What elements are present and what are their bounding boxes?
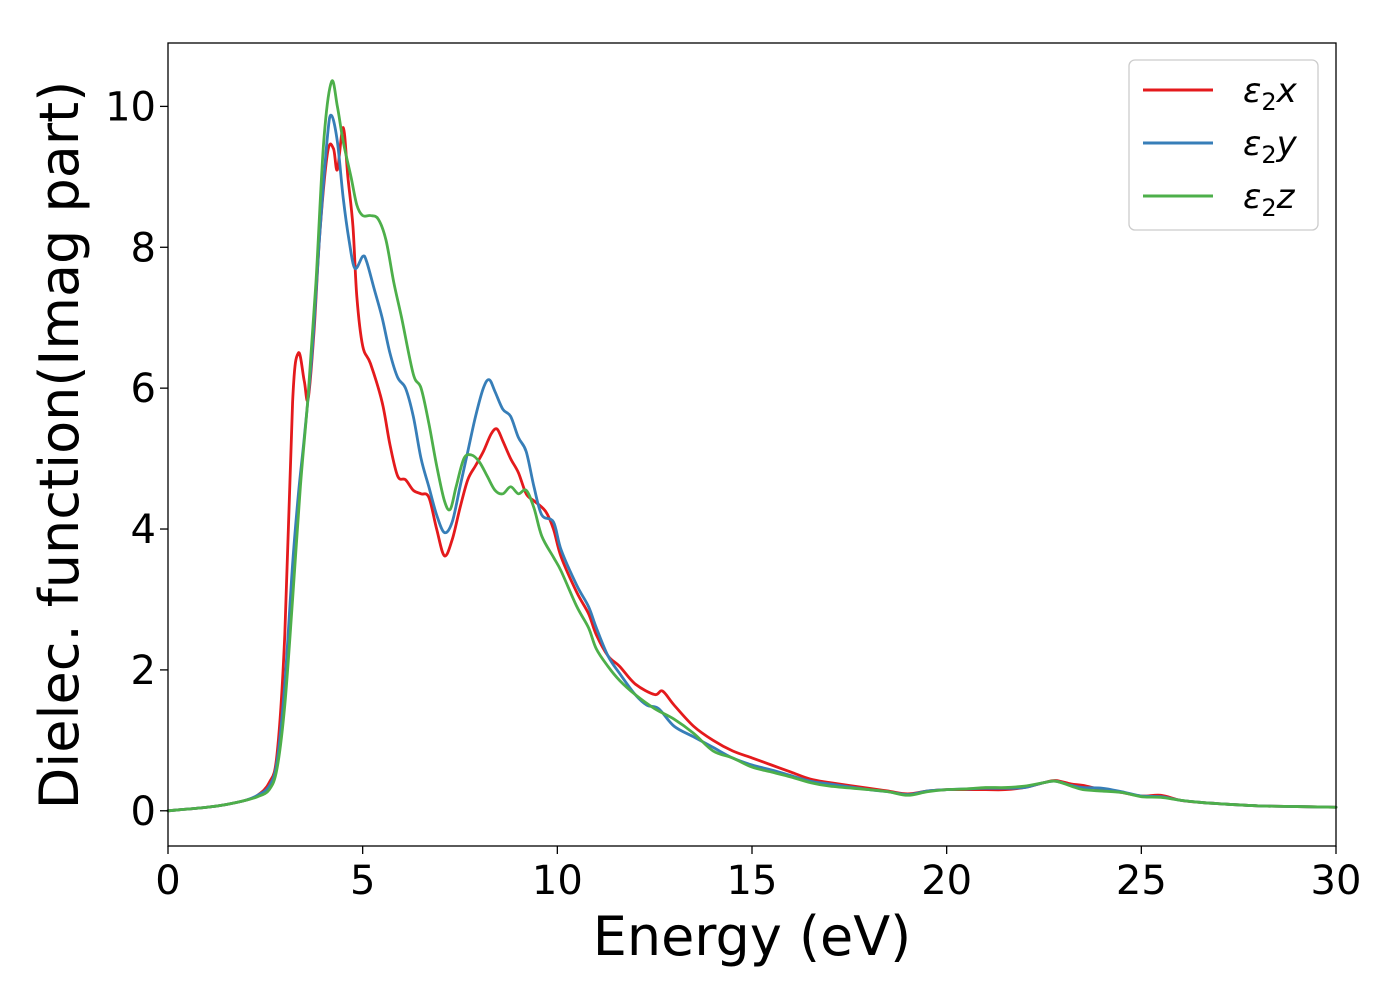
legend-label-x: ε2x	[1243, 71, 1298, 116]
x-tick-label: 15	[727, 858, 778, 904]
x-tick-label: 5	[350, 858, 375, 904]
y-axis-title: Dielec. function(Imag part)	[28, 81, 91, 810]
y-tick-label: 10	[105, 84, 156, 130]
y-tick-label: 8	[131, 225, 156, 271]
x-tick-label: 0	[155, 858, 180, 904]
y-axis-ticks: 0 2 4 6 8 10	[105, 84, 168, 835]
y-tick-label: 4	[131, 507, 156, 553]
x-tick-label: 25	[1116, 858, 1167, 904]
x-tick-label: 30	[1311, 858, 1362, 904]
y-tick-label: 2	[131, 648, 156, 694]
x-tick-label: 10	[532, 858, 583, 904]
x-tick-label: 20	[921, 858, 972, 904]
x-axis-ticks: 0 5 10 15 20 25 30	[155, 846, 1361, 904]
x-axis-title: Energy (eV)	[593, 905, 912, 968]
legend-frame	[1128, 59, 1319, 231]
legend-label-y: ε2y	[1243, 124, 1298, 169]
legend-label-z: ε2z	[1243, 177, 1296, 222]
legend: ε2x ε2y ε2z	[1128, 59, 1319, 231]
legend-items: ε2x ε2y ε2z	[1143, 71, 1298, 222]
y-tick-label: 6	[131, 366, 156, 412]
y-tick-label: 0	[131, 789, 156, 835]
series-layer	[166, 79, 1338, 813]
series-line-z	[166, 79, 1338, 813]
